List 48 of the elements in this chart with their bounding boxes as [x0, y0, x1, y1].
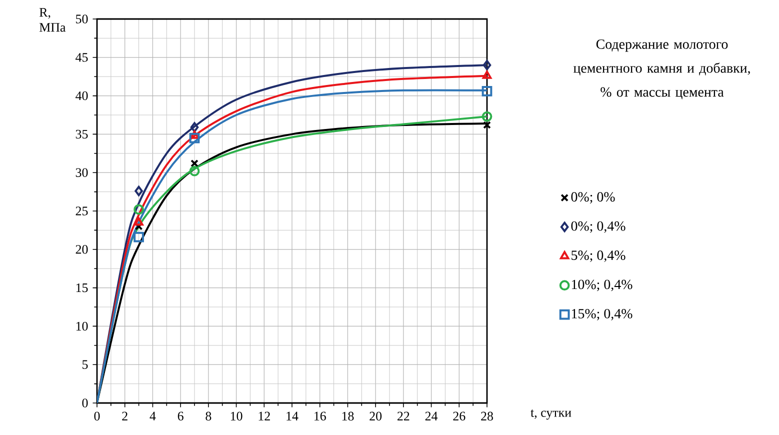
x-tick-label: 12	[258, 412, 270, 420]
x-tick-label: 20	[370, 412, 382, 421]
point	[134, 204, 144, 215]
x-tick-label: 16	[314, 412, 326, 420]
x-tick-label: 18	[342, 412, 354, 421]
point	[190, 159, 198, 168]
legend-label: 0%; 0%	[571, 192, 615, 204]
y-axis-title: R, МПа	[39, 8, 66, 32]
y-tick-label: 10	[76, 322, 88, 331]
y-tick-label: 50	[76, 14, 88, 24]
legend-label: 0%; 0,4%	[571, 221, 626, 233]
y-tick-label: 30	[76, 168, 88, 177]
x-tick-label: 2	[122, 412, 128, 420]
legend-label: 15%; 0,4%	[572, 308, 632, 320]
x-tick-label: 22	[398, 412, 410, 420]
point	[482, 111, 492, 122]
y-tick-label: 0	[82, 398, 88, 408]
y-tick-label: 40	[76, 91, 88, 100]
point	[190, 130, 200, 139]
point	[190, 122, 199, 132]
x-tick-label: 10	[230, 412, 242, 421]
point	[483, 121, 491, 129]
y-tick-label: 5	[82, 360, 88, 369]
legend-label: 10%; 0,4%	[572, 280, 632, 292]
x-tick-label: 26	[453, 412, 466, 420]
x-tick-label: 28	[481, 412, 493, 421]
x-tick-label: 14	[286, 412, 298, 420]
legend-title: Содержание молотого цементного камня и добавки, % от массы цемента	[573, 40, 750, 100]
y-tick-label: 45	[76, 53, 88, 62]
point	[189, 166, 200, 176]
point	[134, 186, 143, 196]
y-tick-label: 25	[76, 206, 88, 216]
point	[482, 60, 492, 70]
x-tick-label: 6	[178, 412, 184, 420]
y-tick-label: 35	[76, 130, 88, 139]
legend-label: 5%; 0,4%	[572, 250, 626, 262]
point	[134, 232, 144, 242]
x-tick-label: 0	[94, 412, 100, 421]
point	[482, 86, 492, 96]
x-tick-label: 8	[206, 412, 212, 421]
x-tick-label: 4	[150, 412, 156, 420]
point	[134, 217, 144, 226]
point	[482, 70, 492, 79]
y-tick-label: 15	[76, 283, 88, 292]
point	[189, 132, 200, 144]
x-tick-label: 24	[425, 412, 438, 420]
y-tick-label: 20	[76, 245, 88, 254]
x-axis-title: t, сутки	[530, 410, 572, 420]
